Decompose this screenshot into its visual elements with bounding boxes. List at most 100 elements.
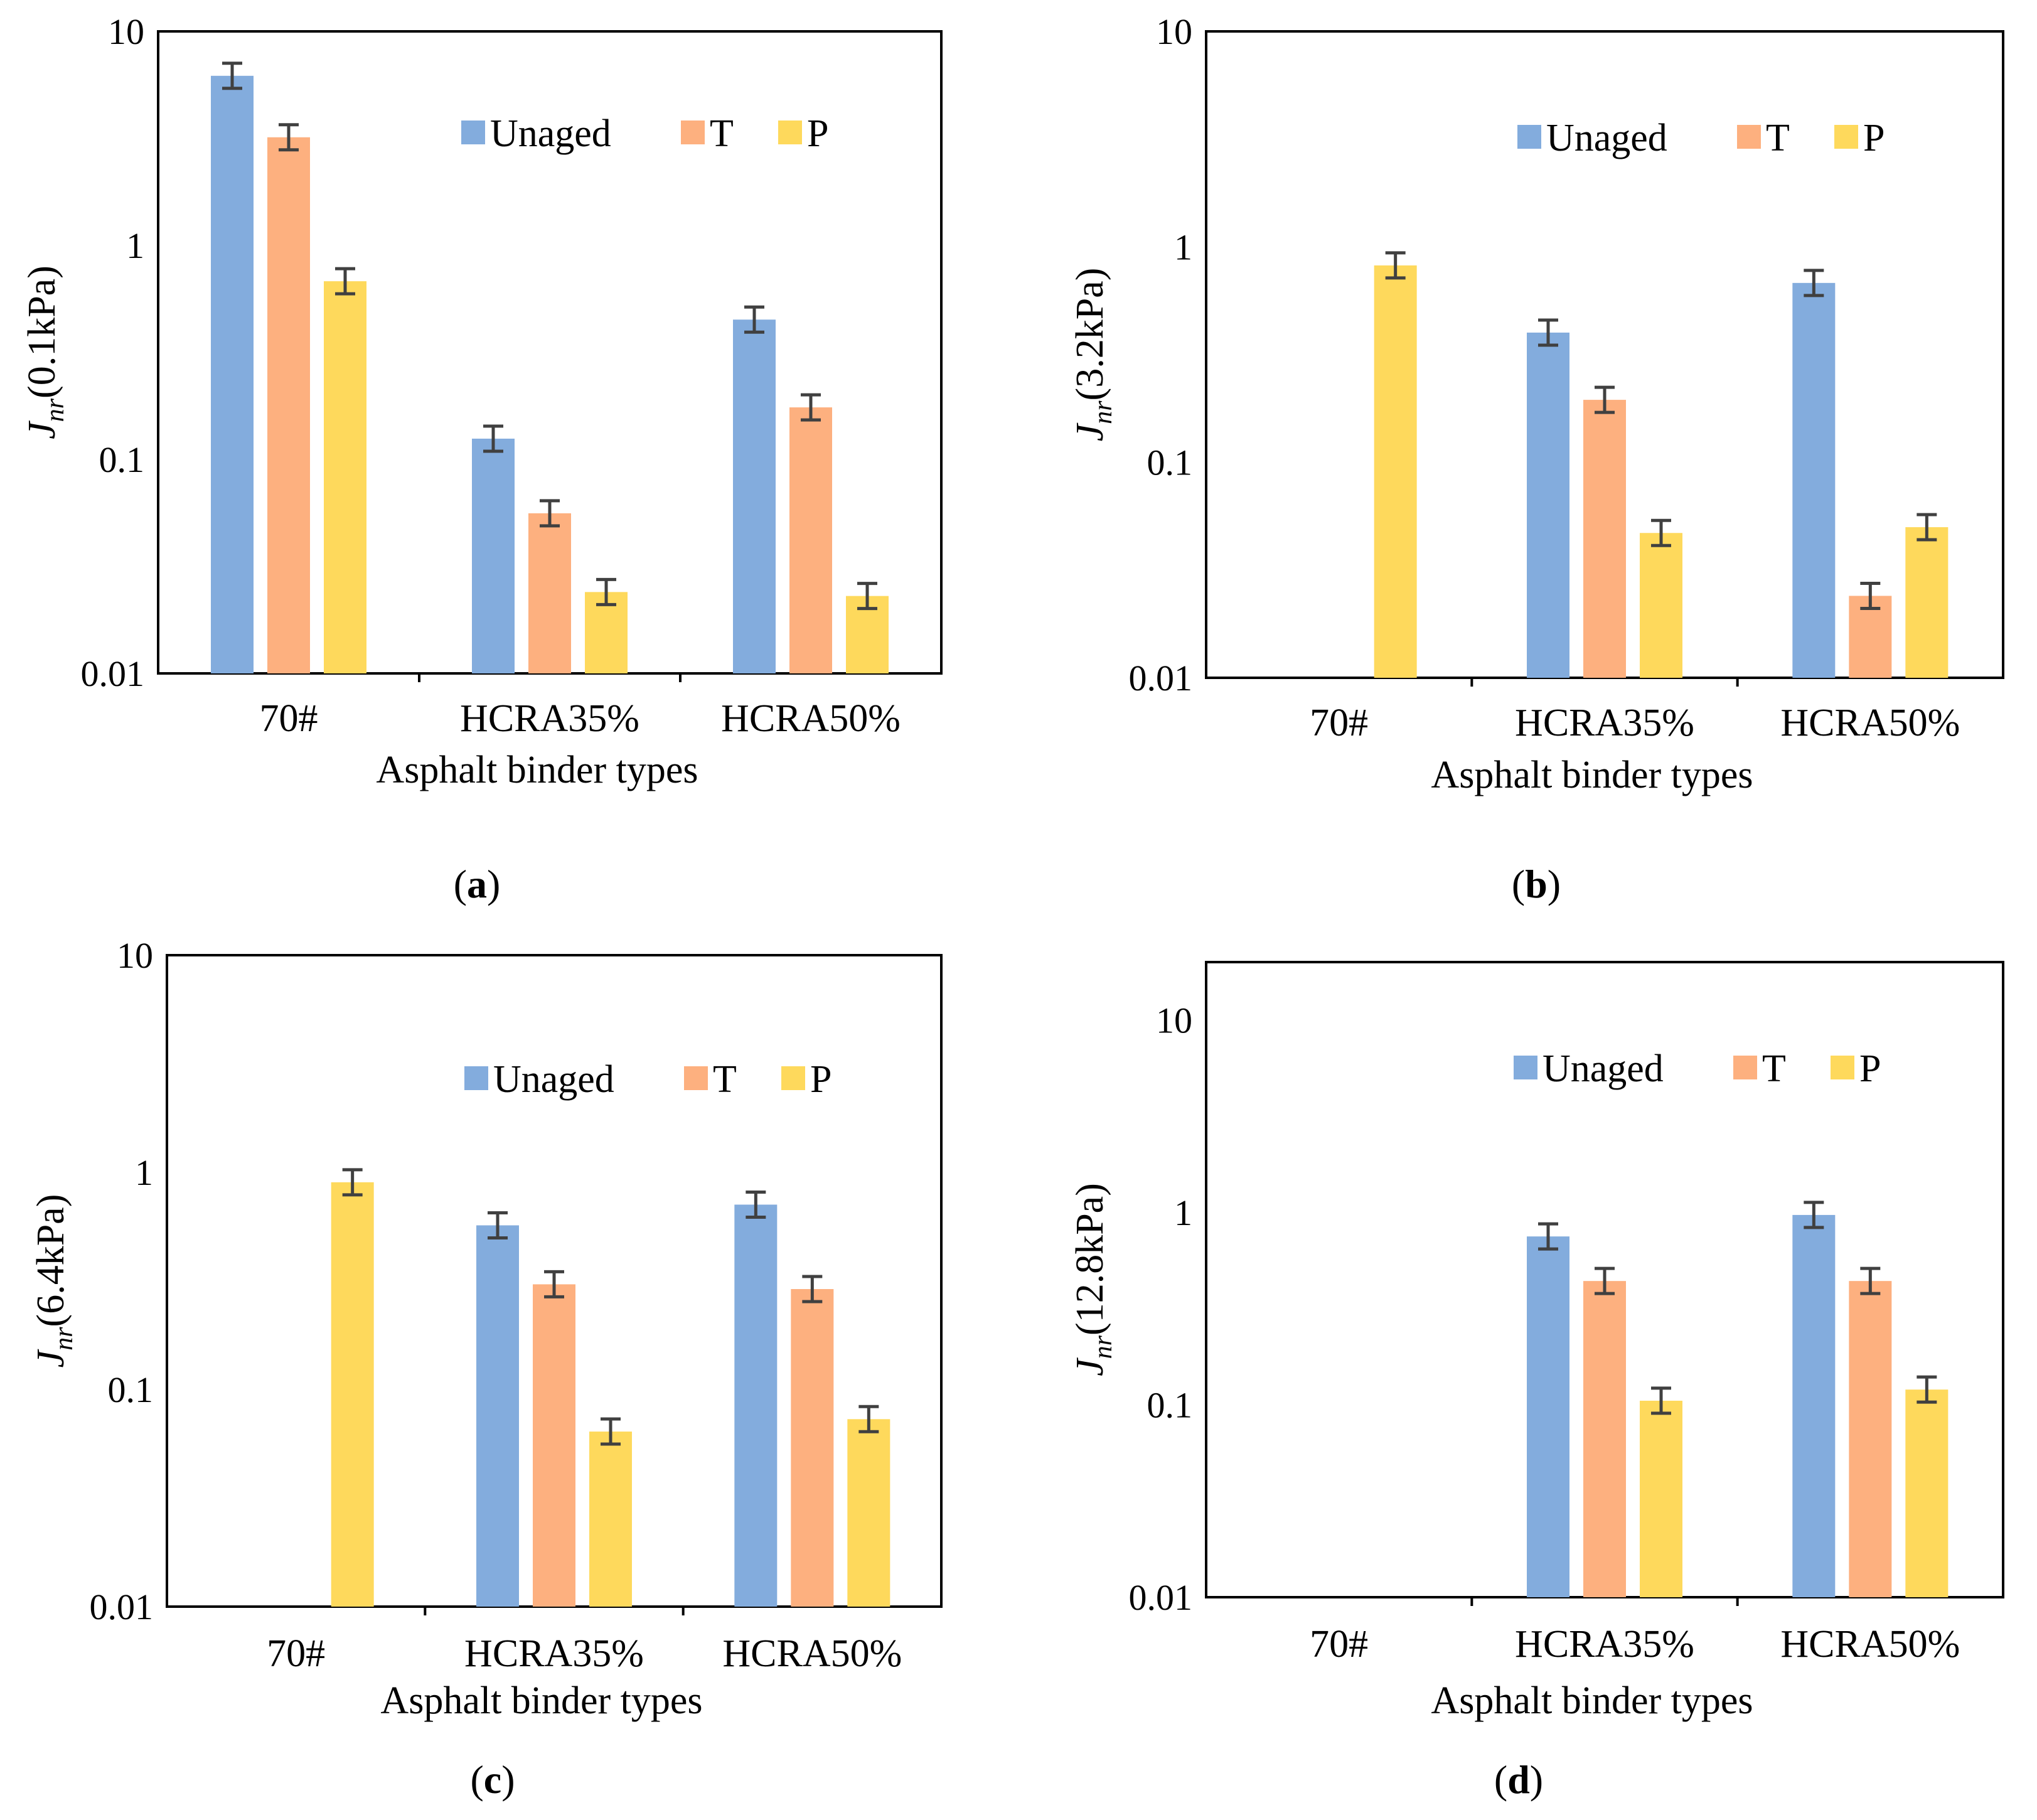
- legend-label-t: T: [710, 112, 734, 155]
- panel-label-letter: b: [1525, 862, 1548, 906]
- y-tick-label: 1: [1174, 227, 1192, 267]
- panel-label-close: ): [1530, 1757, 1543, 1802]
- y-axis-title-subscript: nr: [41, 398, 70, 422]
- y-axis-title-symbol: J: [21, 420, 63, 439]
- panel-label: (d): [1494, 1757, 1543, 1802]
- legend-label-p: P: [807, 112, 828, 155]
- y-tick-label: 10: [108, 11, 144, 52]
- x-tick-label: HCRA35%: [464, 1632, 644, 1675]
- legend-swatch-t: [684, 1066, 708, 1090]
- y-axis-title-symbol: J: [1069, 1357, 1111, 1376]
- x-tick-label: 70#: [1310, 1623, 1368, 1666]
- x-tick-label: HCRA35%: [1515, 1623, 1694, 1666]
- panel-label-open: (: [454, 862, 467, 906]
- bar-t-1: [533, 1284, 575, 1607]
- y-axis-title: Jnr(0.1kPa): [21, 265, 70, 439]
- bar-unaged-0: [211, 75, 254, 673]
- y-axis-title-subscript: nr: [1089, 400, 1118, 424]
- bar-unaged-2: [734, 1204, 778, 1607]
- bar-unaged-2: [1792, 282, 1836, 678]
- x-axis-title: Asphalt binder types: [376, 749, 698, 791]
- y-axis-title: Jnr(3.2kPa): [1069, 268, 1118, 442]
- legend-label-t: T: [713, 1058, 737, 1101]
- legend: Unaged T P: [1514, 1047, 1881, 1090]
- y-tick-label: 10: [1156, 1000, 1192, 1041]
- legend-label-p: P: [1863, 117, 1885, 159]
- legend-label-unaged: Unaged: [1542, 1047, 1664, 1090]
- x-axis-title: Asphalt binder types: [1431, 754, 1753, 796]
- legend-swatch-p: [778, 120, 802, 144]
- bar-t-2: [789, 407, 832, 673]
- legend-swatch-unaged: [1514, 1056, 1537, 1079]
- x-axis-title: Asphalt binder types: [380, 1679, 702, 1722]
- bar-p-1: [1640, 533, 1682, 678]
- chart-panel-a: 0.01 0.1 1 10 70# HCRA35% HCRA50% Unaged T P Aspha…: [21, 11, 943, 906]
- x-tick-label: 70#: [1310, 702, 1368, 744]
- panel-label-letter: a: [467, 862, 487, 906]
- chart-panel-c: 0.01 0.1 1 10 70# HCRA35% HCRA50% Unaged T P Aspha…: [29, 935, 943, 1802]
- y-tick-label: 1: [126, 225, 144, 266]
- bar-t-0: [267, 137, 310, 674]
- y-tick-label: 1: [1174, 1192, 1192, 1233]
- bar-p-0: [1374, 265, 1417, 678]
- x-tick-label: HCRA35%: [1515, 702, 1694, 744]
- legend-label-unaged: Unaged: [490, 112, 611, 155]
- chart-panel-d: 0.01 0.1 1 10 70# HCRA35% HCRA50% Unaged T P Aspha…: [1069, 961, 2004, 1802]
- panel-label: (a): [454, 862, 501, 906]
- legend-label-p: P: [810, 1058, 831, 1101]
- x-tick-label: HCRA50%: [1780, 702, 1960, 744]
- panel-label-close: ): [487, 862, 500, 906]
- legend-label-p: P: [1859, 1047, 1881, 1090]
- legend-swatch-p: [781, 1066, 805, 1090]
- y-axis-title: Jnr(6.4kPa): [29, 1194, 78, 1368]
- bar-p-2: [1905, 527, 1949, 678]
- y-tick-label: 0.01: [81, 653, 145, 694]
- legend-label-unaged: Unaged: [1546, 117, 1667, 159]
- legend-swatch-t: [681, 120, 705, 144]
- legend-swatch-t: [1737, 125, 1761, 149]
- legend: Unaged T P: [464, 1058, 831, 1101]
- panel-label: (b): [1512, 862, 1561, 906]
- y-tick-label: 0.1: [108, 1369, 154, 1410]
- bar-unaged-2: [1792, 1214, 1836, 1597]
- panel-label: (c): [470, 1757, 515, 1802]
- bar-t-1: [1583, 400, 1626, 678]
- bar-p-1: [1640, 1400, 1682, 1597]
- legend: Unaged T P: [1517, 117, 1885, 159]
- bar-p-0: [331, 1182, 374, 1607]
- x-tick-label: HCRA50%: [1780, 1623, 1960, 1666]
- panel-label-letter: c: [484, 1757, 501, 1802]
- legend-swatch-unaged: [1517, 125, 1541, 149]
- bar-p-2: [847, 1419, 890, 1607]
- legend-label-unaged: Unaged: [493, 1058, 614, 1101]
- bar-p-0: [324, 281, 366, 673]
- x-axis-title: Asphalt binder types: [1431, 1679, 1753, 1722]
- y-tick-label: 0.1: [1147, 1384, 1193, 1425]
- bar-t-2: [1849, 1281, 1892, 1597]
- y-tick-label: 0.01: [1129, 1577, 1193, 1618]
- legend-swatch-unaged: [464, 1066, 488, 1090]
- panel-label-letter: d: [1507, 1757, 1530, 1802]
- y-tick-label: 0.1: [99, 439, 145, 480]
- panel-label-open: (: [1512, 862, 1525, 906]
- x-tick-label: 70#: [260, 697, 318, 740]
- chart-panel-b: 0.01 0.1 1 10 70# HCRA35% HCRA50% Unaged T P Aspha…: [1069, 11, 2004, 906]
- bar-unaged-1: [1527, 332, 1569, 678]
- y-axis-title-symbol: J: [29, 1349, 72, 1368]
- y-tick-label: 10: [117, 935, 153, 976]
- x-tick-label: 70#: [267, 1632, 325, 1675]
- y-axis-title-unit: (3.2kPa): [1069, 268, 1111, 401]
- bar-p-2: [1905, 1389, 1949, 1597]
- y-axis-title-unit: (12.8kPa): [1069, 1183, 1111, 1336]
- bar-t-1: [1583, 1281, 1626, 1597]
- x-tick-label: HCRA50%: [721, 697, 901, 740]
- y-tick-label: 0.01: [90, 1587, 154, 1627]
- y-axis-title: Jnr(12.8kPa): [1069, 1183, 1118, 1376]
- bar-t-1: [528, 513, 571, 673]
- bar-unaged-1: [476, 1225, 519, 1607]
- y-axis-title-subscript: nr: [1089, 1335, 1118, 1359]
- y-tick-label: 0.1: [1147, 442, 1193, 483]
- legend-label-t: T: [1766, 117, 1790, 159]
- bar-unaged-2: [733, 319, 776, 674]
